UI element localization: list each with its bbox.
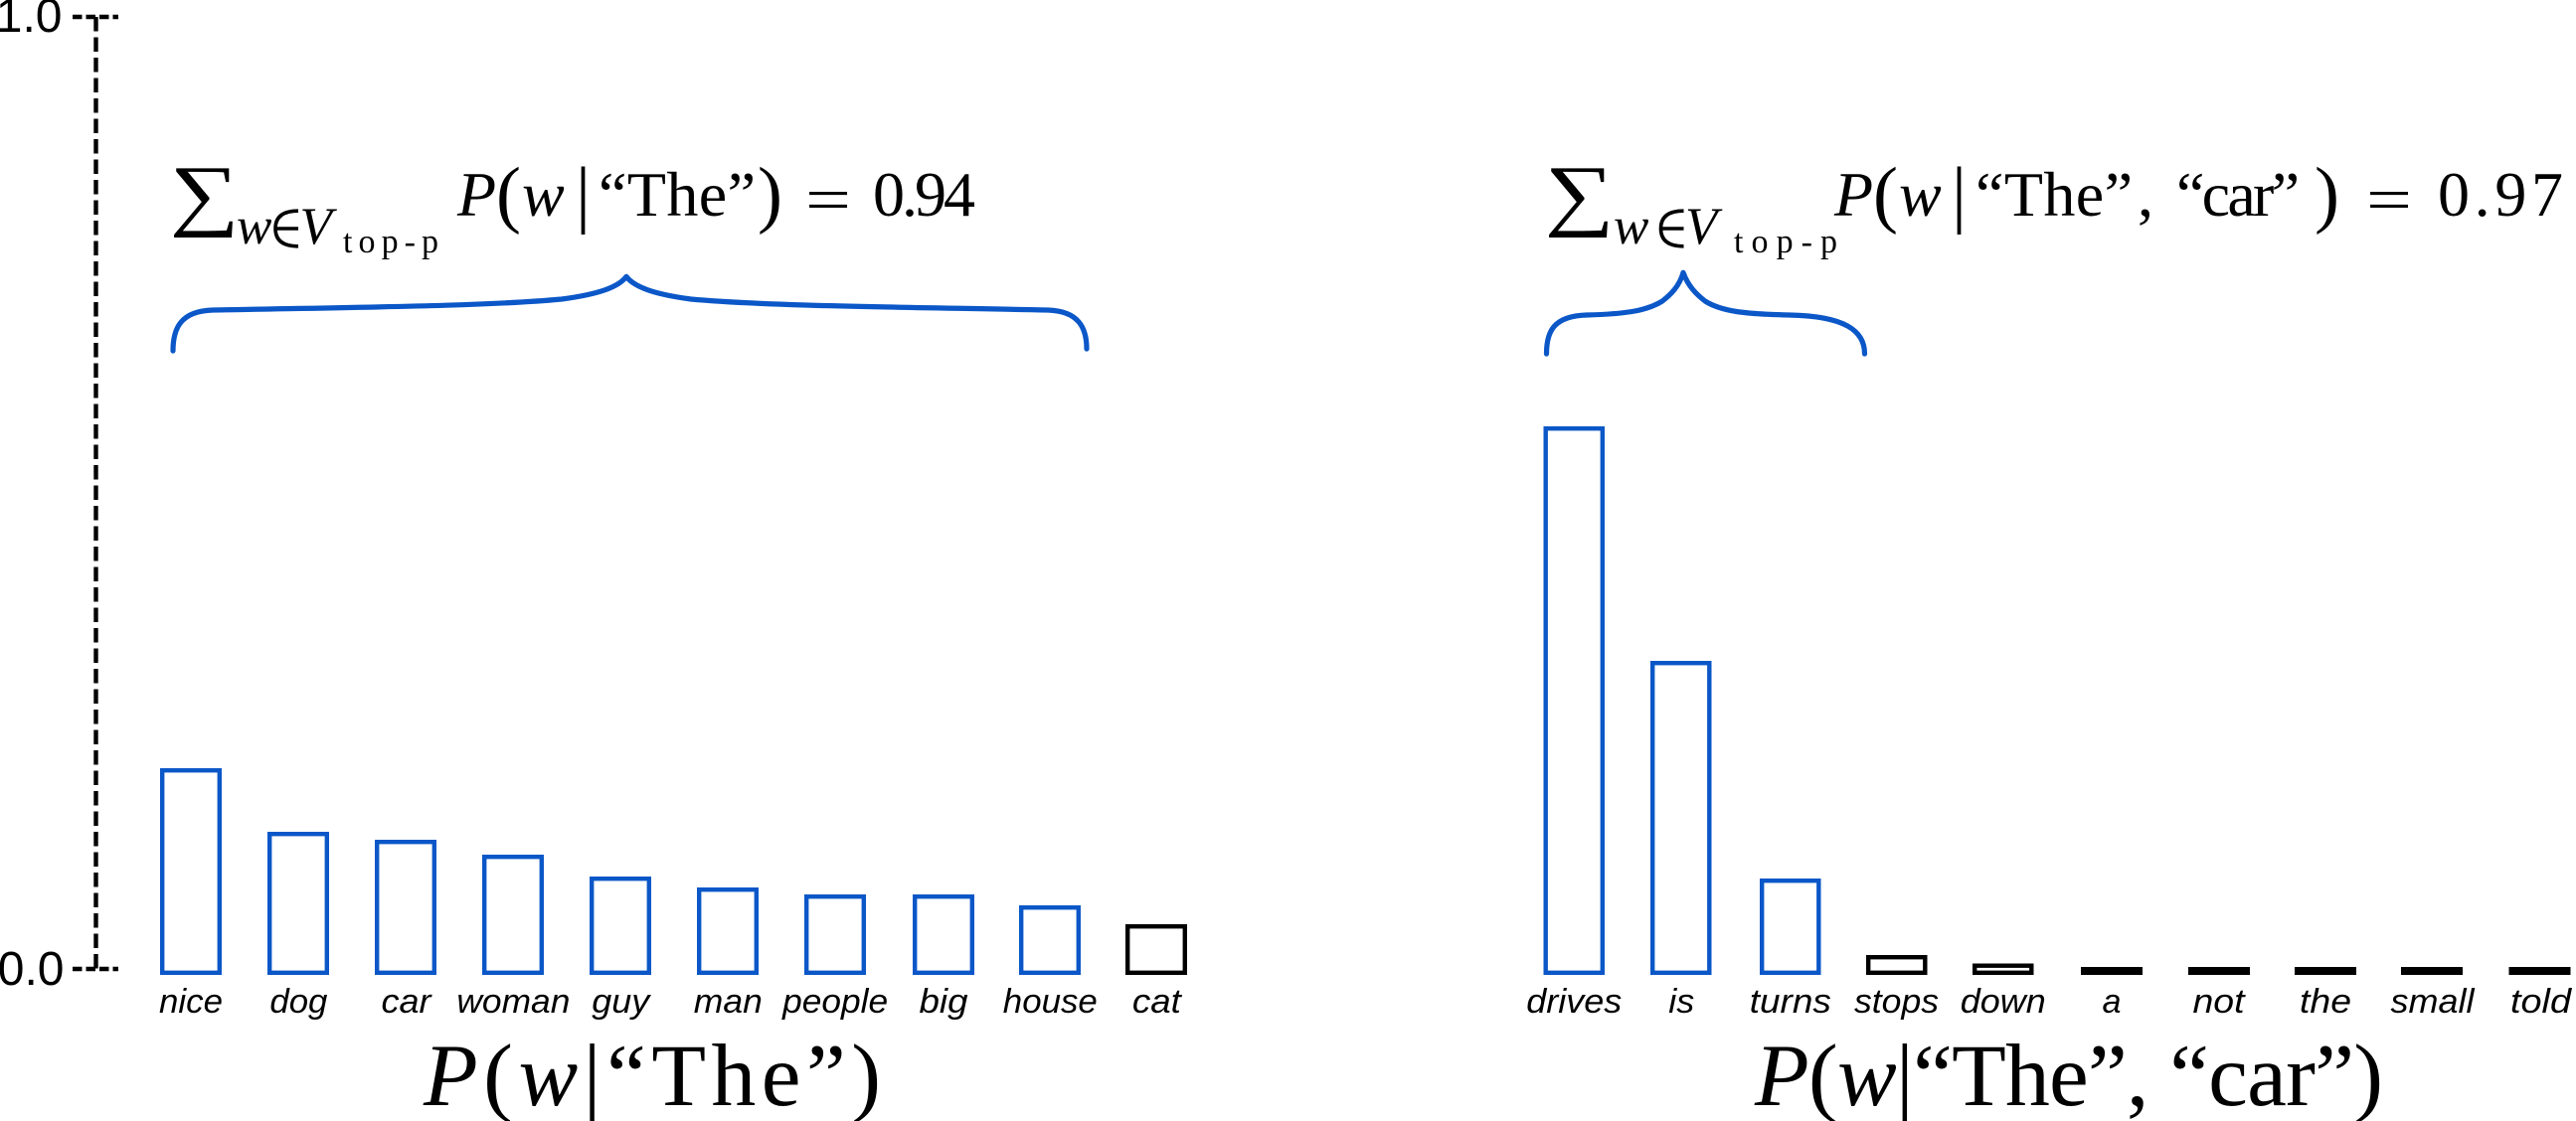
svg-text:small: small: [2391, 983, 2477, 1021]
svg-text:P(w|“The”, “car”): P(w|“The”, “car”): [1754, 1027, 2383, 1121]
svg-text:V: V: [1685, 198, 1723, 255]
svg-text:not: not: [2193, 983, 2247, 1021]
svg-text:∑: ∑: [1545, 150, 1615, 239]
svg-text:drives: drives: [1526, 983, 1622, 1021]
svg-text:(: (: [496, 153, 521, 236]
svg-text:car: car: [382, 983, 433, 1021]
svg-text:top-p: top-p: [343, 224, 438, 260]
svg-text:a: a: [2103, 983, 2122, 1021]
svg-text:1.0: 1.0: [0, 0, 63, 43]
svg-text:the: the: [2300, 983, 2351, 1021]
svg-text:0.94: 0.94: [873, 159, 975, 230]
svg-text:|: |: [576, 153, 591, 236]
svg-text:woman: woman: [456, 983, 570, 1021]
svg-text:cat: cat: [1132, 983, 1183, 1021]
svg-text:told: told: [2510, 983, 2572, 1021]
svg-text:stops: stops: [1854, 983, 1939, 1021]
svg-text:guy: guy: [592, 983, 651, 1021]
svg-text:P: P: [456, 159, 496, 230]
svg-text:nice: nice: [159, 983, 223, 1021]
svg-text:w: w: [237, 198, 271, 255]
svg-text:w: w: [1899, 159, 1942, 230]
svg-text:“The”: “The”: [599, 159, 756, 230]
svg-text:dog: dog: [269, 983, 327, 1021]
svg-text:down: down: [1961, 983, 2046, 1021]
svg-text:man: man: [694, 983, 763, 1021]
svg-text:house: house: [1003, 983, 1098, 1021]
svg-text:is: is: [1668, 983, 1694, 1021]
svg-text:|: |: [1952, 153, 1967, 236]
svg-text:turns: turns: [1750, 983, 1831, 1021]
svg-text:): ): [758, 153, 782, 236]
svg-text:P(w|“The”): P(w|“The”): [423, 1027, 881, 1121]
svg-text:big: big: [920, 983, 968, 1021]
svg-text:“The”: “The”: [1975, 159, 2133, 230]
svg-text:top-p: top-p: [1734, 224, 1837, 260]
svg-text:∑: ∑: [170, 150, 240, 239]
svg-text:P: P: [1833, 159, 1873, 230]
svg-text:=: =: [2366, 164, 2412, 235]
svg-text:“car”: “car”: [2176, 159, 2300, 230]
svg-text:V: V: [300, 198, 338, 255]
svg-text:0.0: 0.0: [0, 943, 65, 996]
svg-text:w: w: [522, 159, 565, 230]
svg-text:,: ,: [2138, 159, 2153, 230]
svg-text:(: (: [1873, 153, 1898, 236]
svg-text:): ): [2315, 153, 2339, 236]
svg-text:0.97: 0.97: [2438, 159, 2563, 230]
svg-text:=: =: [805, 164, 851, 235]
svg-text:w: w: [1614, 198, 1648, 255]
svg-text:people: people: [781, 983, 888, 1021]
